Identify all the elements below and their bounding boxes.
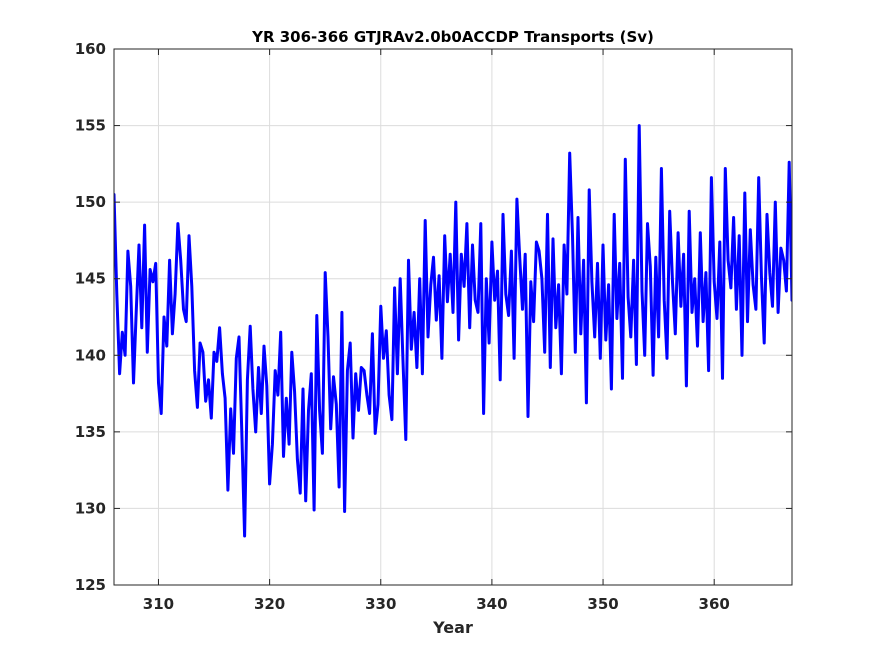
chart-title: YR 306-366 GTJRAv2.0b0ACCDP Transports (… — [251, 28, 654, 46]
y-tick-label: 145 — [75, 270, 106, 288]
x-tick-label: 360 — [699, 595, 730, 613]
y-tick-label: 160 — [75, 40, 106, 58]
x-tick-label: 340 — [476, 595, 507, 613]
x-tick-label: 350 — [587, 595, 618, 613]
x-tick-label: 320 — [254, 595, 285, 613]
x-axis-label: Year — [432, 618, 473, 637]
x-tick-label: 310 — [143, 595, 174, 613]
y-tick-label: 125 — [75, 576, 106, 594]
y-tick-label: 140 — [75, 346, 106, 364]
y-tick-label: 135 — [75, 423, 106, 441]
series-layer — [114, 124, 792, 538]
plot-frame — [113, 48, 793, 586]
y-tick-label: 130 — [75, 499, 106, 517]
y-tick-label: 155 — [75, 117, 106, 135]
y-tick-label: 150 — [75, 193, 106, 211]
series-line — [114, 124, 792, 538]
axis-ticks: 310 320 330 340 350 360 125 130 135 140 145 150 155 1… — [75, 40, 792, 613]
x-tick-label: 330 — [365, 595, 396, 613]
